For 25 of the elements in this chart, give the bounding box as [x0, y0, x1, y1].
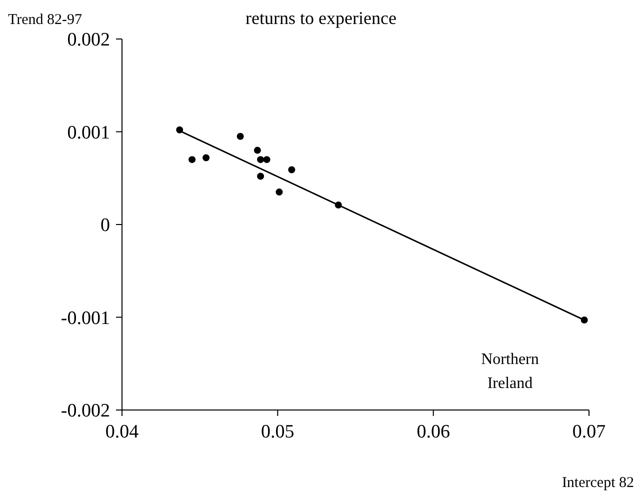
y-tick-label: 0.002 — [67, 30, 110, 51]
point — [276, 188, 283, 196]
x-tick-label: 0.04 — [105, 421, 140, 442]
y-axis-title: Trend 82-97 — [8, 12, 82, 29]
point — [263, 156, 270, 164]
point — [288, 166, 296, 174]
y-tick-label: 0.001 — [67, 122, 110, 144]
x-axis-title: Intercept 82 — [562, 475, 634, 492]
x-tick-label: 0.05 — [261, 421, 294, 442]
annotation: Northern Ireland — [480, 350, 540, 394]
point — [202, 154, 210, 162]
point — [254, 146, 261, 154]
point — [257, 156, 264, 164]
point — [236, 132, 244, 140]
x-tick-label: 0.06 — [416, 421, 450, 442]
y-tick-label: -0.001 — [60, 308, 110, 329]
point — [188, 156, 196, 164]
chart-title: returns to experience — [246, 8, 396, 28]
point — [257, 172, 264, 180]
y-tick-label: 0 — [100, 215, 110, 236]
point — [334, 202, 342, 209]
point — [176, 126, 184, 134]
point — [580, 316, 588, 324]
x-tick-label: 0.07 — [572, 421, 606, 442]
y-tick-label: -0.002 — [60, 400, 110, 422]
